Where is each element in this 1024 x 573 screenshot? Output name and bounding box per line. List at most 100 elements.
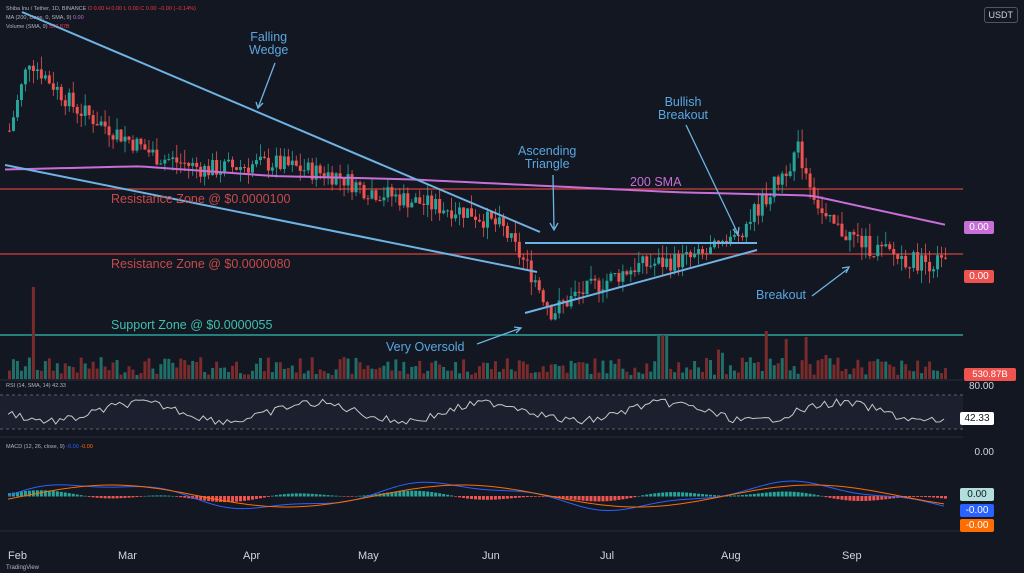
candle-body bbox=[426, 195, 430, 206]
volume-bar bbox=[167, 358, 171, 379]
macd-hist-bar bbox=[346, 496, 350, 497]
volume-bar bbox=[83, 363, 87, 379]
signal-line bbox=[7, 484, 945, 508]
macd-hist-bar bbox=[772, 491, 776, 497]
candle-body bbox=[892, 248, 896, 255]
volume-bar bbox=[446, 370, 450, 379]
currency-button[interactable]: USDT bbox=[983, 7, 1018, 23]
candle-body bbox=[378, 199, 382, 201]
candle-body bbox=[454, 214, 458, 219]
candle-body bbox=[394, 194, 398, 197]
ohlc-values: O 0.00 H 0.00 L 0.00 C 0.00 −0.00 (−0.14… bbox=[87, 6, 196, 12]
candle-body bbox=[294, 160, 298, 166]
macd-hist-bar bbox=[633, 496, 637, 498]
macd-hist-bar bbox=[123, 496, 127, 498]
candle-body bbox=[724, 240, 728, 244]
triangle-bottom-line[interactable] bbox=[524, 249, 758, 314]
candle-body bbox=[864, 235, 868, 248]
candle-body bbox=[211, 160, 215, 176]
candle-body bbox=[609, 273, 613, 281]
volume-bar bbox=[223, 367, 227, 379]
volume-bar bbox=[318, 369, 322, 379]
volume-bar bbox=[266, 357, 270, 379]
candle-body bbox=[748, 221, 752, 224]
volume-bar bbox=[462, 359, 466, 379]
macd-hist-bar bbox=[808, 493, 812, 497]
macd-hist-bar bbox=[565, 496, 569, 499]
volume-bar bbox=[900, 360, 904, 379]
macd-hist-bar bbox=[693, 493, 697, 497]
candle-body bbox=[561, 300, 565, 302]
candle-body bbox=[8, 130, 11, 132]
volume-bar bbox=[824, 355, 828, 379]
candle-body bbox=[95, 124, 99, 126]
sma-annotation: 200 SMA bbox=[630, 175, 682, 189]
macd-hist-bar bbox=[637, 495, 641, 497]
candle-body bbox=[705, 253, 709, 255]
macd-hist-bar bbox=[585, 496, 589, 501]
volume-bar bbox=[649, 371, 653, 379]
volume-bar bbox=[262, 371, 266, 379]
macd-hist-bar bbox=[860, 496, 864, 502]
macd-hist-bar bbox=[119, 496, 123, 499]
candle-body bbox=[246, 167, 250, 173]
macd-hist-bar bbox=[410, 490, 414, 497]
candle-body bbox=[119, 129, 123, 142]
macd-hist-bar bbox=[163, 495, 167, 497]
candle-body bbox=[625, 271, 629, 275]
macd-hist-bar bbox=[816, 495, 820, 497]
candle-body bbox=[848, 231, 852, 241]
volume-tag: 530.87B bbox=[964, 368, 1016, 381]
macd-hist-bar bbox=[99, 496, 103, 499]
macd-hist-bar bbox=[55, 491, 59, 497]
candle-body bbox=[645, 256, 649, 267]
volume-bar bbox=[418, 360, 422, 379]
candle-body bbox=[908, 267, 912, 269]
volume-bar bbox=[509, 369, 513, 379]
volume-bar bbox=[278, 362, 282, 379]
candle-body bbox=[581, 292, 585, 295]
volume-bar bbox=[370, 368, 374, 379]
month-feb: Feb bbox=[8, 550, 27, 562]
volume-bar bbox=[840, 371, 844, 379]
volume-bar bbox=[450, 370, 454, 379]
candle-body bbox=[338, 173, 342, 179]
macd-hist-bar bbox=[59, 491, 63, 497]
rsi-legend: RSI (14, SMA, 14) 42.33 bbox=[6, 383, 66, 389]
volume-bar bbox=[669, 368, 673, 379]
candle-body bbox=[354, 182, 358, 193]
candle-body bbox=[250, 164, 254, 173]
volume-bar bbox=[705, 358, 709, 379]
volume-bar bbox=[175, 367, 179, 379]
macd-hist-bar bbox=[294, 493, 298, 497]
candle-body bbox=[533, 280, 537, 283]
wedge-lower-line[interactable] bbox=[4, 164, 538, 273]
volume-bar bbox=[438, 364, 442, 379]
candle-body bbox=[422, 203, 426, 206]
volume-bar bbox=[768, 358, 772, 379]
macd-hist-bar bbox=[342, 496, 346, 497]
macd-hist-bar bbox=[250, 496, 254, 500]
macd-legend: MACD (12, 26, close, 9) -0.00 -0.00 bbox=[6, 444, 93, 450]
volume-bar bbox=[143, 361, 147, 379]
candle-body bbox=[470, 208, 474, 217]
volume-bar bbox=[525, 364, 529, 379]
macd-hist-bar bbox=[398, 491, 402, 497]
macd-hist-bar bbox=[131, 496, 135, 498]
macd-hist-bar bbox=[716, 495, 720, 497]
macd-hist-bar bbox=[709, 494, 713, 497]
volume-bar bbox=[673, 372, 677, 379]
candle-body bbox=[83, 105, 87, 116]
wedge-upper-line[interactable] bbox=[21, 11, 541, 233]
volume-bar bbox=[183, 360, 187, 379]
macd-hist-bar bbox=[645, 494, 649, 497]
candle-body bbox=[346, 174, 350, 186]
volume-bar bbox=[227, 372, 231, 379]
candle-body bbox=[525, 259, 529, 261]
candle-body bbox=[760, 193, 764, 216]
bullish-breakout-arrowhead bbox=[732, 226, 740, 237]
candle-body bbox=[617, 272, 621, 282]
candle-body bbox=[171, 157, 175, 160]
macd-hist-bar bbox=[904, 496, 908, 498]
